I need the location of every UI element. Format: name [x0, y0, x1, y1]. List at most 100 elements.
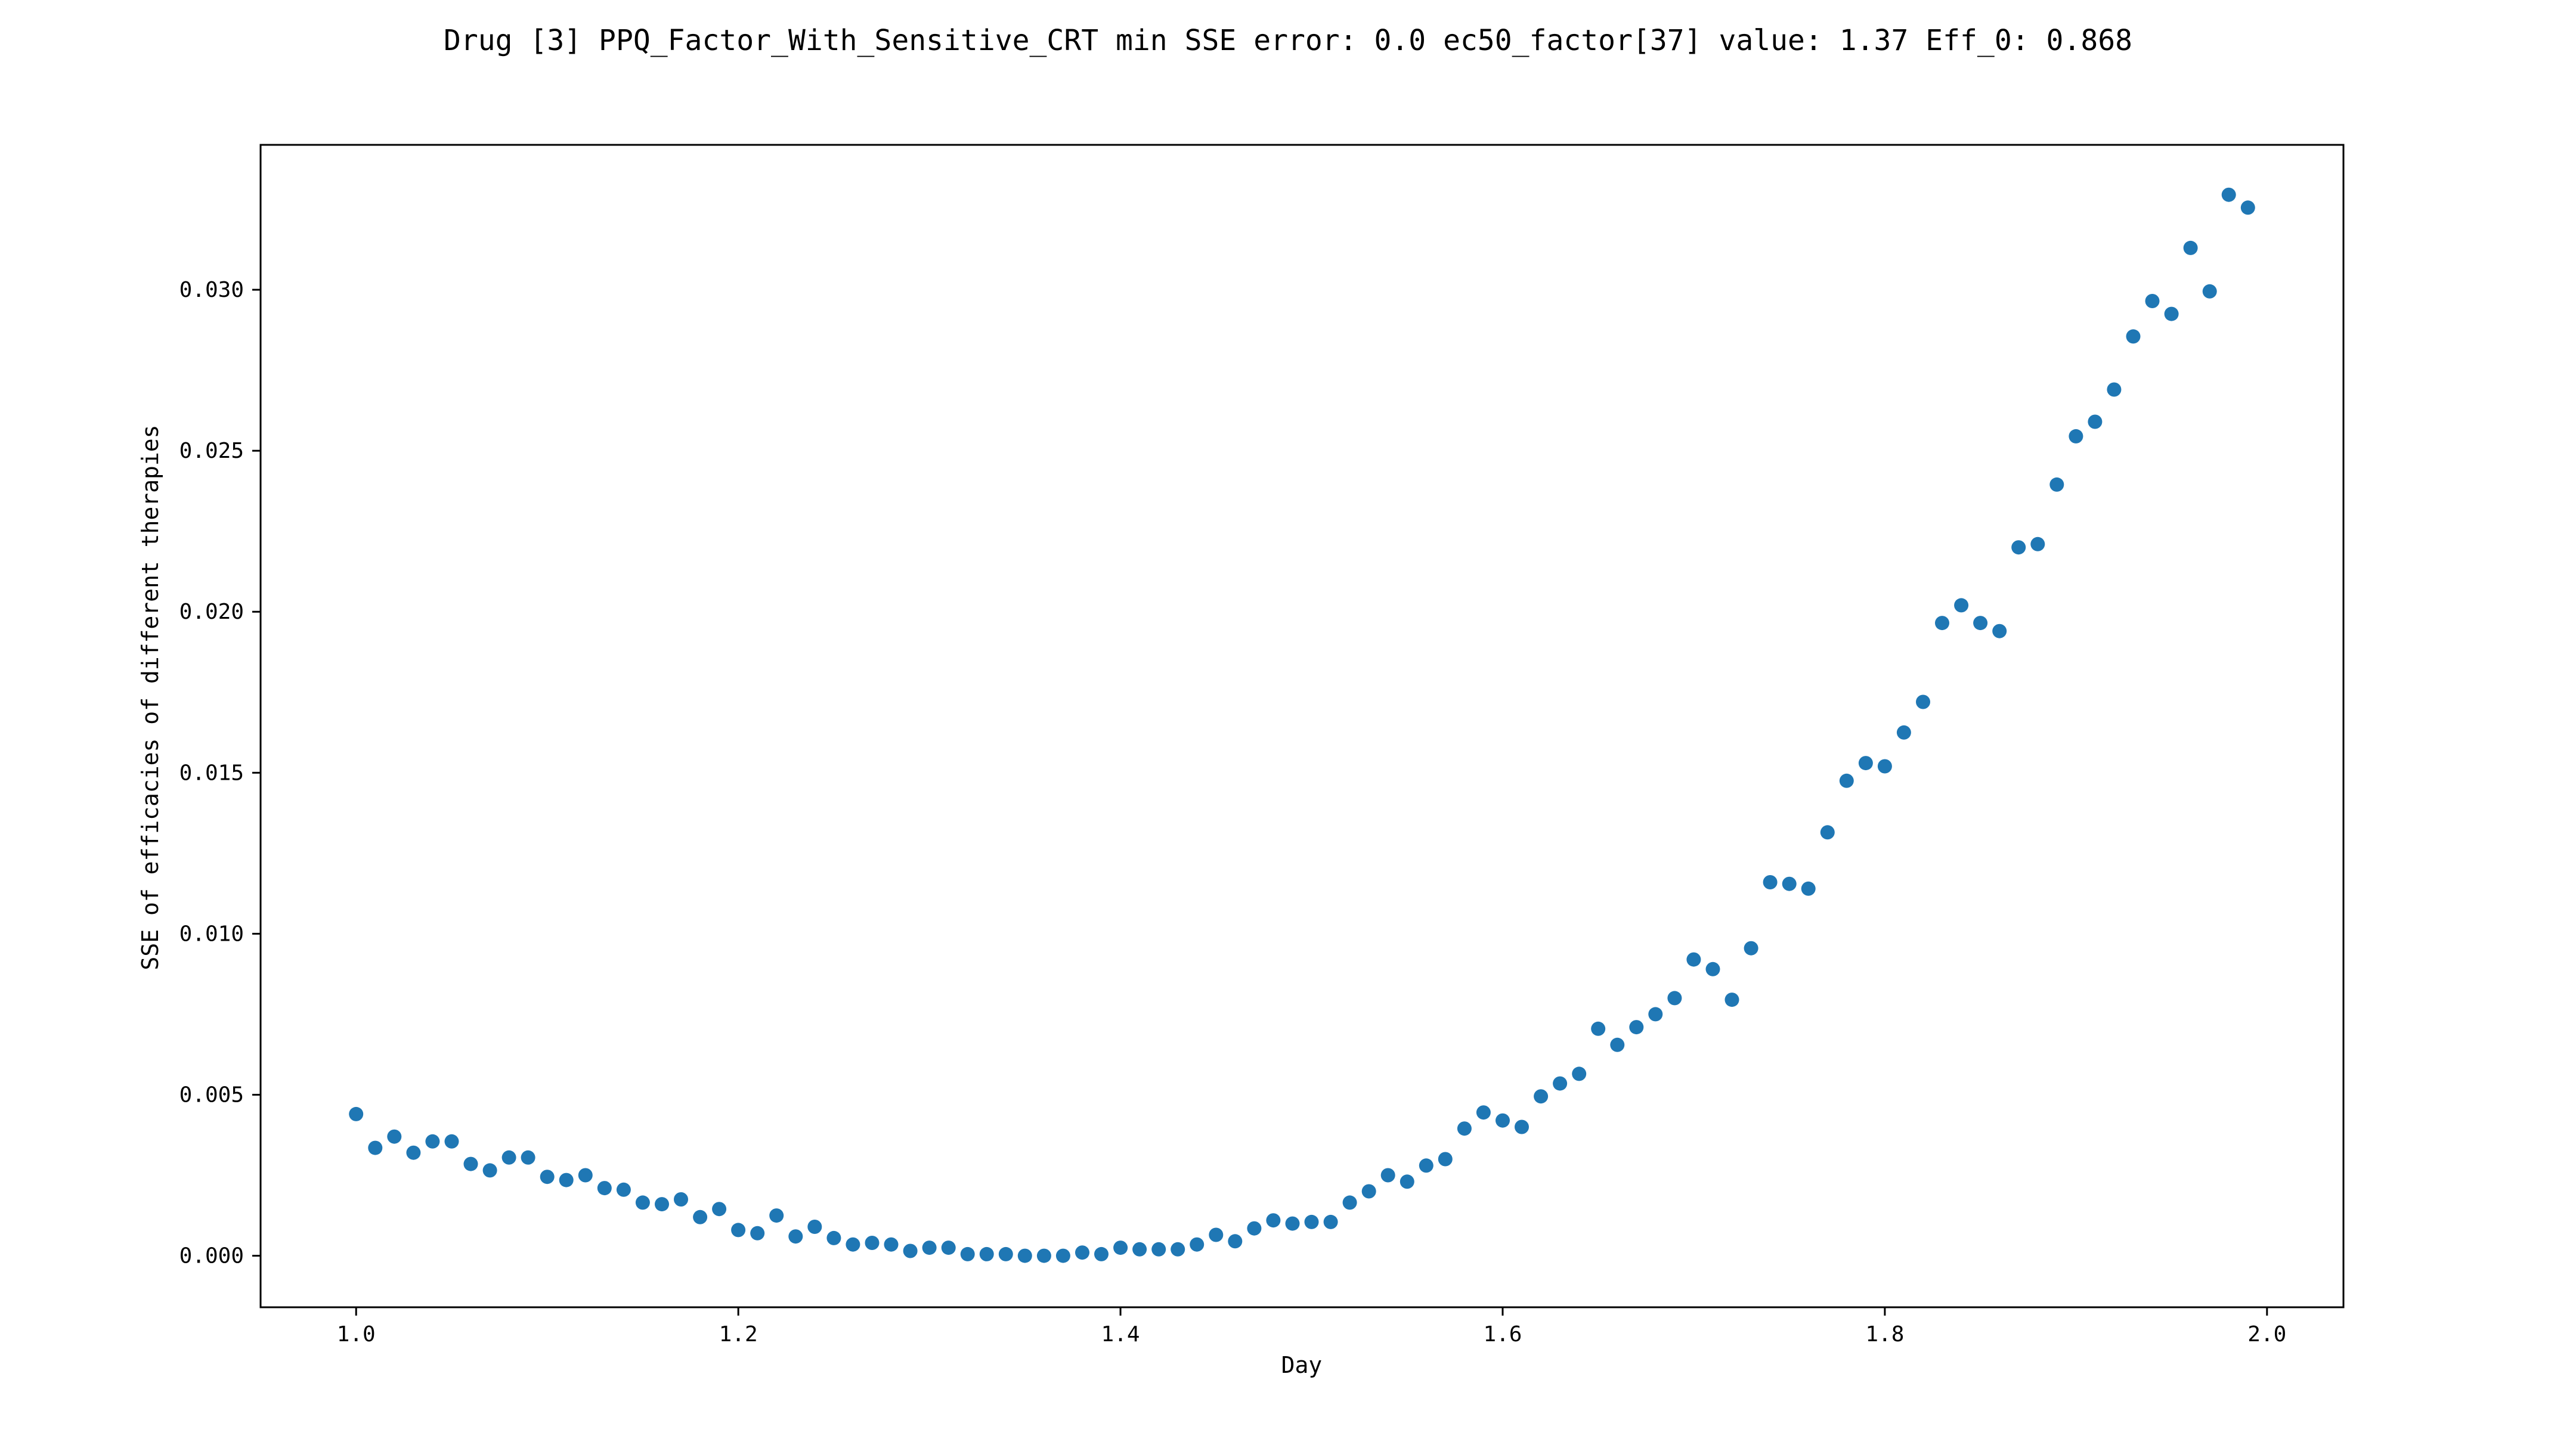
data-point	[521, 1150, 535, 1165]
data-point	[1055, 1248, 1070, 1263]
y-tick-label: 0.020	[179, 600, 244, 624]
plot-area: 1.0 1.2 1.4 1.6 1.8 2.0 0.000 0.005 0.010 0.015 0.…	[179, 144, 2345, 1347]
data-point	[1285, 1216, 1300, 1231]
data-point	[1553, 1076, 1568, 1091]
data-point	[1113, 1240, 1128, 1255]
data-point	[1973, 616, 1988, 631]
data-point	[1801, 881, 1816, 896]
data-point	[1705, 962, 1720, 976]
data-point	[2049, 477, 2064, 492]
data-point	[903, 1243, 918, 1258]
data-point	[2088, 414, 2103, 429]
y-tick-label: 0.000	[179, 1244, 244, 1269]
data-point	[712, 1202, 727, 1217]
data-point	[1839, 773, 1854, 788]
data-point	[616, 1182, 631, 1197]
data-point	[2164, 306, 2179, 321]
data-point	[1247, 1221, 1262, 1236]
data-point	[2145, 294, 2160, 308]
x-tick-label: 1.8	[1865, 1322, 1904, 1347]
data-point	[559, 1173, 574, 1187]
data-point	[750, 1226, 765, 1240]
data-point	[1075, 1245, 1089, 1260]
x-tick-label: 1.0	[337, 1322, 376, 1347]
data-point	[578, 1168, 593, 1183]
y-tick-label: 0.010	[179, 922, 244, 946]
data-point	[979, 1246, 994, 1261]
data-point	[406, 1145, 421, 1160]
data-point	[1400, 1174, 1414, 1189]
data-point	[1361, 1184, 1376, 1199]
data-point	[1151, 1242, 1166, 1257]
data-point	[1190, 1237, 1205, 1252]
data-point	[2107, 382, 2122, 397]
data-point	[1017, 1248, 1032, 1263]
data-point	[1629, 1020, 1644, 1035]
data-point	[998, 1246, 1013, 1261]
y-tick-label: 0.005	[179, 1083, 244, 1107]
data-point	[349, 1106, 364, 1121]
chart-title: Drug [3] PPQ_Factor_With_Sensitive_CRT m…	[444, 24, 2132, 57]
data-point	[769, 1208, 784, 1223]
data-point	[1171, 1242, 1185, 1257]
y-axis-label: SSE of efficacies of different therapies	[137, 424, 163, 970]
data-point	[2240, 200, 2255, 215]
data-point	[2069, 429, 2083, 444]
data-point	[674, 1192, 688, 1207]
y-tick-label: 0.025	[179, 439, 244, 463]
data-point	[1457, 1121, 1472, 1136]
data-point	[387, 1129, 402, 1144]
data-point	[941, 1240, 956, 1255]
data-point	[1476, 1105, 1491, 1120]
data-point	[1992, 624, 2007, 638]
x-tick-label: 1.4	[1101, 1322, 1140, 1347]
data-point	[2011, 540, 2026, 555]
data-point	[1209, 1227, 1224, 1242]
data-point	[865, 1236, 880, 1250]
data-point	[1877, 759, 1892, 774]
data-point	[482, 1163, 497, 1178]
data-point	[1572, 1066, 1587, 1081]
data-point	[884, 1237, 899, 1252]
data-point	[826, 1230, 841, 1245]
data-point	[1132, 1242, 1147, 1257]
data-point	[1036, 1248, 1051, 1263]
data-point	[1667, 991, 1682, 1006]
data-point	[1744, 941, 1758, 956]
data-point	[1380, 1168, 1395, 1183]
data-point	[1266, 1213, 1281, 1228]
data-point	[501, 1150, 516, 1165]
data-point	[1419, 1158, 1433, 1173]
data-point	[807, 1220, 822, 1234]
data-point	[1515, 1119, 1529, 1134]
data-point	[655, 1197, 669, 1212]
data-point	[1304, 1214, 1319, 1229]
data-point	[463, 1156, 478, 1171]
data-point	[635, 1195, 650, 1210]
data-point	[1782, 876, 1797, 891]
data-point	[1094, 1246, 1109, 1261]
plot-frame	[259, 144, 2345, 1308]
data-point	[1896, 725, 1911, 740]
data-point	[1916, 694, 1930, 709]
data-point	[1686, 952, 1701, 967]
data-point	[1820, 825, 1835, 840]
data-point	[444, 1134, 459, 1149]
data-point	[1591, 1021, 1606, 1036]
data-point	[922, 1240, 937, 1255]
data-point	[1724, 993, 1739, 1007]
data-point	[540, 1170, 555, 1184]
data-point	[1228, 1234, 1243, 1249]
data-point	[368, 1140, 383, 1155]
data-point	[1534, 1089, 1549, 1104]
data-point	[788, 1229, 803, 1244]
y-tick-label: 0.015	[179, 761, 244, 785]
data-point	[1610, 1037, 1625, 1052]
data-point	[693, 1209, 708, 1224]
data-point	[2221, 187, 2236, 202]
data-point	[960, 1246, 975, 1261]
x-tick-label: 1.2	[719, 1322, 758, 1347]
data-point	[1648, 1007, 1663, 1022]
